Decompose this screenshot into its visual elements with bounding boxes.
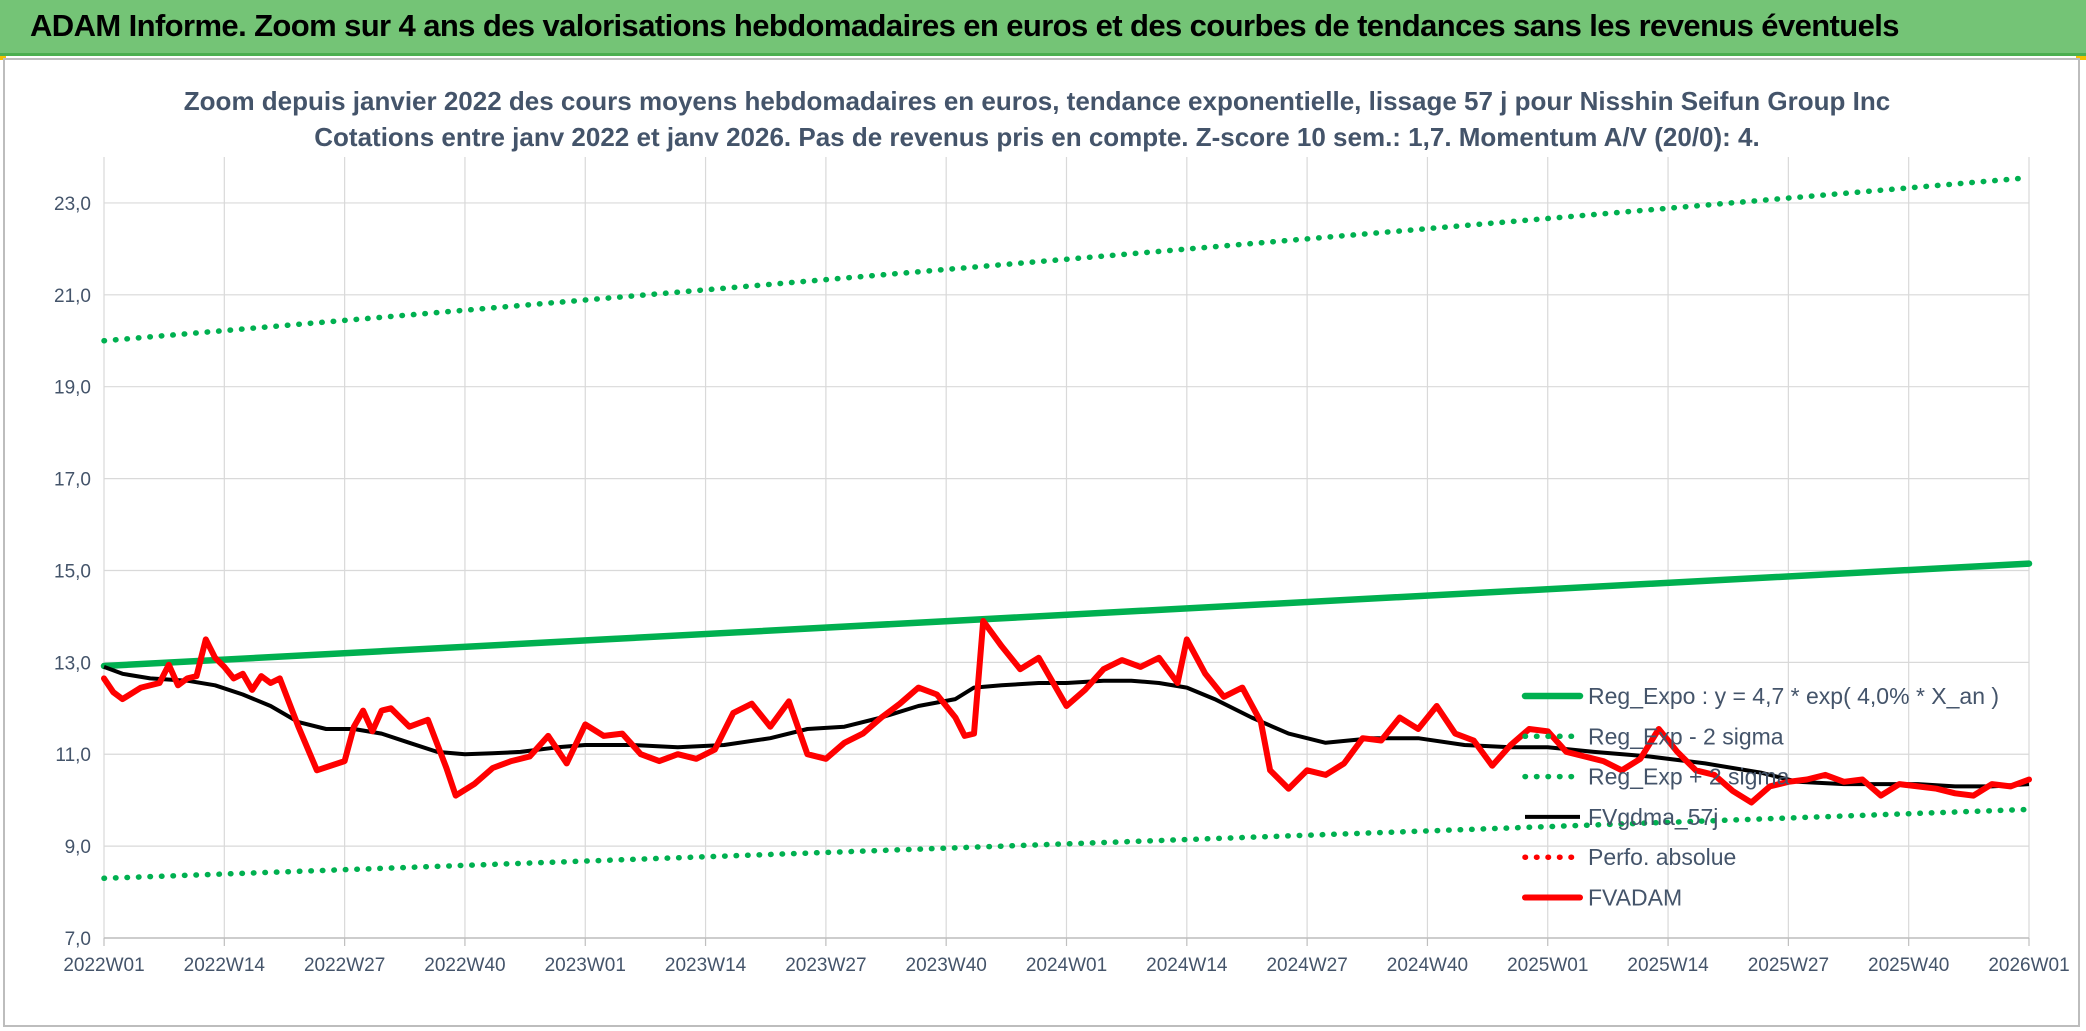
x-tick-label: 2022W01 (63, 955, 144, 976)
x-tick-label: 2022W27 (304, 955, 385, 976)
chart-legend: Reg_Expo : y = 4,7 * exp( 4,0% * X_an ) R… (1521, 683, 1999, 911)
chart-title: Zoom depuis janvier 2022 des cours moyen… (184, 86, 1890, 116)
corner-mark-right (2076, 56, 2086, 60)
x-tick-label: 2025W40 (1868, 955, 1949, 976)
y-tick-label: 23,0 (54, 194, 91, 215)
report-banner: ADAM Informe. Zoom sur 4 ans des valoris… (0, 0, 2086, 56)
y-tick-label: 11,0 (55, 745, 91, 766)
y-tick-label: 21,0 (54, 286, 91, 307)
grid-layer (103, 157, 2030, 939)
legend-label-fvgdma-line: FVgdma_57j (1588, 804, 1718, 830)
report-banner-title: ADAM Informe. Zoom sur 4 ans des valoris… (30, 8, 1900, 43)
x-tick-label: 2022W14 (184, 955, 266, 976)
chart-subtitle: Cotations entre janv 2022 et janv 2026. … (314, 122, 1759, 152)
x-tick-label: 2026W01 (1988, 955, 2069, 976)
legend-label-trend-line: Reg_Expo : y = 4,7 * exp( 4,0% * X_an ) (1588, 683, 1999, 709)
y-tick-label: 7,0 (65, 929, 91, 950)
series-layer (100, 174, 2033, 882)
x-tick-label: 2023W01 (545, 955, 626, 976)
axis-layer: 7,0 9,0 11,0 13,0 15,0 17,0 19,0 21,0 23,0 2022W0… (54, 194, 2070, 976)
trend-line (100, 560, 2033, 670)
chart-canvas: Zoom depuis janvier 2022 des cours moyen… (54, 86, 2070, 976)
y-tick-label: 17,0 (54, 470, 91, 491)
upper-band-line (101, 174, 2032, 344)
fvadam-line (101, 618, 2032, 806)
legend-label-fvadam-line: FVADAM (1588, 885, 1682, 911)
legend-label-perfo-line: Perfo. absolue (1588, 844, 1736, 870)
y-tick-label: 15,0 (54, 561, 91, 582)
x-tick-label: 2024W40 (1387, 955, 1468, 976)
x-tick-label: 2022W40 (424, 955, 505, 976)
x-tick-label: 2023W14 (665, 955, 747, 976)
x-tick-label: 2024W01 (1026, 955, 1107, 976)
x-tick-label: 2025W14 (1627, 955, 1709, 976)
y-tick-label: 13,0 (54, 653, 91, 674)
x-tick-label: 2025W01 (1507, 955, 1588, 976)
y-tick-label: 19,0 (54, 378, 91, 399)
x-tick-label: 2024W14 (1146, 955, 1228, 976)
x-tick-label: 2025W27 (1748, 955, 1829, 976)
legend-label-lower-band-line: Reg_Exp - 2 sigma (1588, 723, 1784, 749)
x-tick-label: 2024W27 (1266, 955, 1347, 976)
lower-band-line (101, 806, 2032, 882)
x-tick-label: 2023W27 (785, 955, 866, 976)
y-tick-label: 9,0 (65, 837, 91, 858)
chart-frame: Zoom depuis janvier 2022 des cours moyen… (3, 58, 2080, 1027)
x-tick-label: 2023W40 (906, 955, 987, 976)
legend-label-upper-band-line: Reg_Exp + 2 sigma (1588, 764, 1790, 790)
